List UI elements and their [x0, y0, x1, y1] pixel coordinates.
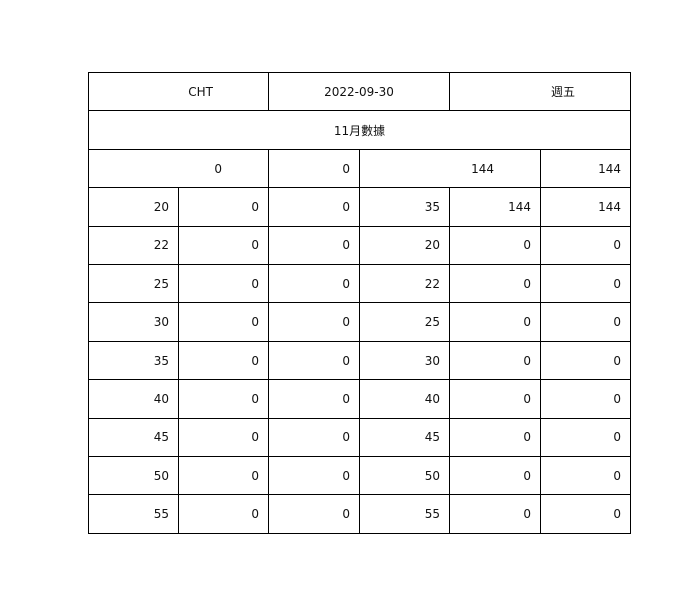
header-code-cell: CHT [87, 71, 270, 112]
table-cell: 0 [177, 340, 270, 381]
table-cell: 0 [449, 302, 542, 342]
title-cell: 11月數據 [87, 110, 632, 150]
table-cell: 0 [177, 494, 270, 534]
table-cell: 45 [88, 417, 179, 458]
summary-cell-b: 0 [268, 148, 361, 189]
table-cell: 0 [268, 340, 361, 381]
title-row: 11月數據 [87, 110, 632, 150]
table-cell: 50 [88, 456, 179, 496]
table-body: CHT 2022-09-30 週五 11月數據 0 0 144 144 20 0… [87, 71, 632, 534]
table-cell: 20 [88, 187, 179, 227]
table-cell: 0 [449, 340, 542, 381]
header-weekday-cell: 週五 [449, 71, 632, 112]
table-cell: 55 [359, 494, 451, 534]
table-cell: 55 [88, 494, 179, 534]
table-cell: 20 [359, 225, 451, 266]
table-cell: 45 [359, 417, 451, 458]
table-row: 50 0 0 50 0 0 [88, 456, 632, 496]
table-cell: 0 [449, 379, 542, 419]
table-cell: 50 [359, 456, 451, 496]
table-cell: 35 [359, 187, 451, 227]
table-row: 40 0 0 40 0 0 [88, 379, 632, 419]
header-row: CHT 2022-09-30 週五 [87, 71, 632, 112]
table-cell: 0 [177, 264, 270, 304]
table-cell: 0 [449, 225, 542, 266]
table-cell: 0 [449, 417, 542, 458]
table-cell: 0 [540, 494, 632, 534]
table-row: 45 0 0 45 0 0 [88, 417, 632, 458]
table-cell: 144 [449, 187, 542, 227]
table-cell: 40 [359, 379, 451, 419]
summary-cell-c: 144 [359, 148, 542, 189]
table-cell: 25 [359, 302, 451, 342]
table-cell: 0 [449, 456, 542, 496]
table-cell: 0 [177, 187, 270, 227]
table-row: 30 0 0 25 0 0 [88, 302, 632, 342]
table-cell: 25 [88, 264, 179, 304]
table-cell: 0 [540, 264, 632, 304]
table-row: 20 0 0 35 144 144 [88, 187, 632, 227]
table-cell: 22 [359, 264, 451, 304]
table-row: 35 0 0 30 0 0 [88, 340, 632, 381]
table-cell: 0 [540, 417, 632, 458]
table-cell: 0 [268, 456, 361, 496]
table-cell: 0 [177, 417, 270, 458]
table-cell: 0 [268, 417, 361, 458]
data-table: CHT 2022-09-30 週五 11月數據 0 0 144 144 20 0… [87, 71, 632, 534]
table-cell: 0 [177, 225, 270, 266]
summary-cell-a: 0 [87, 148, 270, 189]
header-date-cell: 2022-09-30 [268, 71, 451, 112]
table-cell: 0 [540, 456, 632, 496]
table-cell: 0 [268, 379, 361, 419]
table-cell: 0 [268, 187, 361, 227]
table-cell: 144 [540, 187, 632, 227]
table-cell: 0 [540, 379, 632, 419]
table-cell: 0 [177, 302, 270, 342]
table-cell: 0 [268, 225, 361, 266]
table-cell: 35 [88, 340, 179, 381]
table-cell: 0 [449, 494, 542, 534]
table-cell: 0 [540, 340, 632, 381]
table-row: 55 0 0 55 0 0 [88, 494, 632, 534]
table-row: 25 0 0 22 0 0 [88, 264, 632, 304]
table-cell: 0 [177, 379, 270, 419]
table-cell: 0 [540, 302, 632, 342]
table-cell: 0 [177, 456, 270, 496]
table-cell: 0 [268, 494, 361, 534]
table-cell: 0 [449, 264, 542, 304]
table-cell: 30 [88, 302, 179, 342]
table-cell: 0 [268, 264, 361, 304]
summary-row: 0 0 144 144 [87, 148, 632, 189]
summary-cell-d: 144 [540, 148, 632, 189]
table-cell: 30 [359, 340, 451, 381]
table-row: 22 0 0 20 0 0 [88, 225, 632, 266]
table-cell: 40 [88, 379, 179, 419]
table-cell: 0 [268, 302, 361, 342]
table-cell: 22 [88, 225, 179, 266]
table-cell: 0 [540, 225, 632, 266]
